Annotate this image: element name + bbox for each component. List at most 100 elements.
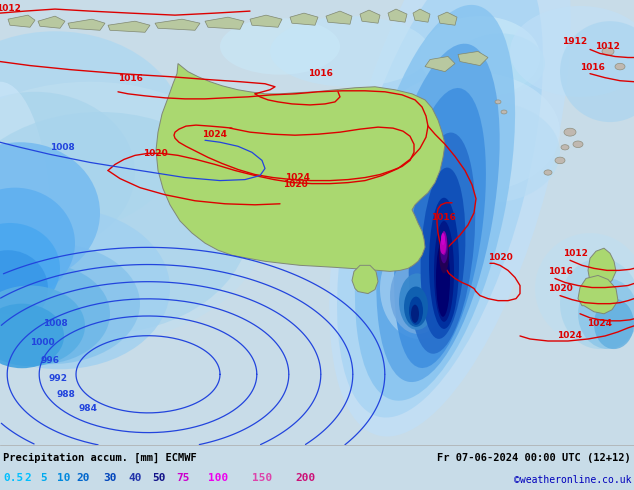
Ellipse shape bbox=[0, 31, 185, 233]
Ellipse shape bbox=[441, 231, 447, 255]
Text: 100: 100 bbox=[208, 473, 228, 483]
Text: 1024: 1024 bbox=[557, 331, 583, 341]
Ellipse shape bbox=[429, 198, 459, 329]
Ellipse shape bbox=[602, 48, 614, 55]
Text: 1020: 1020 bbox=[548, 284, 573, 293]
Polygon shape bbox=[388, 9, 407, 22]
Ellipse shape bbox=[0, 82, 270, 344]
Text: 996: 996 bbox=[41, 356, 60, 365]
Text: 10: 10 bbox=[57, 473, 70, 483]
Polygon shape bbox=[68, 19, 105, 30]
Text: 1024: 1024 bbox=[285, 173, 311, 182]
Ellipse shape bbox=[573, 141, 583, 147]
Ellipse shape bbox=[434, 221, 454, 322]
Text: 1016: 1016 bbox=[430, 214, 455, 222]
Polygon shape bbox=[38, 16, 65, 28]
Ellipse shape bbox=[544, 170, 552, 175]
Ellipse shape bbox=[409, 296, 423, 325]
Ellipse shape bbox=[420, 168, 465, 339]
Text: 1024: 1024 bbox=[202, 130, 228, 139]
Ellipse shape bbox=[535, 233, 634, 344]
Polygon shape bbox=[290, 13, 318, 25]
Text: 2: 2 bbox=[24, 473, 31, 483]
Polygon shape bbox=[326, 11, 352, 24]
Text: 988: 988 bbox=[56, 390, 75, 399]
Ellipse shape bbox=[404, 287, 428, 327]
Ellipse shape bbox=[0, 263, 110, 364]
Ellipse shape bbox=[0, 92, 135, 253]
Ellipse shape bbox=[0, 82, 50, 364]
Polygon shape bbox=[588, 248, 616, 286]
Ellipse shape bbox=[420, 102, 560, 203]
Polygon shape bbox=[205, 17, 244, 29]
Ellipse shape bbox=[501, 110, 507, 114]
Polygon shape bbox=[156, 64, 445, 271]
Text: 50: 50 bbox=[152, 473, 165, 483]
Polygon shape bbox=[250, 15, 282, 27]
Text: 1024: 1024 bbox=[588, 319, 612, 328]
Ellipse shape bbox=[0, 286, 85, 366]
Polygon shape bbox=[108, 21, 150, 32]
Ellipse shape bbox=[411, 305, 419, 323]
Text: 40: 40 bbox=[128, 473, 141, 483]
Text: 1020: 1020 bbox=[488, 253, 512, 262]
Ellipse shape bbox=[390, 257, 446, 334]
Text: 200: 200 bbox=[295, 473, 315, 483]
Text: 1016: 1016 bbox=[579, 63, 604, 72]
Ellipse shape bbox=[329, 0, 571, 437]
Ellipse shape bbox=[0, 142, 100, 284]
Ellipse shape bbox=[0, 208, 170, 369]
Text: 0.5: 0.5 bbox=[3, 473, 23, 483]
Ellipse shape bbox=[377, 44, 500, 382]
Ellipse shape bbox=[220, 18, 340, 74]
Ellipse shape bbox=[555, 157, 565, 164]
Ellipse shape bbox=[0, 188, 75, 298]
Polygon shape bbox=[425, 56, 455, 72]
Ellipse shape bbox=[578, 278, 634, 349]
Text: 20: 20 bbox=[76, 473, 89, 483]
Text: 1912: 1912 bbox=[562, 37, 588, 46]
Polygon shape bbox=[155, 19, 200, 30]
Ellipse shape bbox=[355, 5, 515, 401]
Text: 5: 5 bbox=[40, 473, 47, 483]
Text: 150: 150 bbox=[252, 473, 272, 483]
Text: 1016: 1016 bbox=[548, 267, 573, 276]
Polygon shape bbox=[360, 10, 380, 23]
Ellipse shape bbox=[0, 304, 64, 368]
Polygon shape bbox=[438, 12, 457, 25]
Ellipse shape bbox=[615, 63, 625, 70]
Ellipse shape bbox=[399, 273, 435, 330]
Ellipse shape bbox=[495, 100, 501, 104]
Text: 1020: 1020 bbox=[283, 180, 307, 189]
Text: 992: 992 bbox=[48, 374, 67, 383]
Text: 1016: 1016 bbox=[117, 74, 143, 83]
Text: Fr 07-06-2024 00:00 UTC (12+12): Fr 07-06-2024 00:00 UTC (12+12) bbox=[437, 453, 631, 463]
Text: 1008: 1008 bbox=[42, 319, 67, 328]
Ellipse shape bbox=[455, 33, 545, 94]
Text: 1012: 1012 bbox=[595, 42, 619, 51]
Ellipse shape bbox=[270, 16, 430, 87]
Ellipse shape bbox=[440, 238, 446, 254]
Ellipse shape bbox=[594, 298, 634, 349]
Ellipse shape bbox=[441, 233, 445, 245]
Ellipse shape bbox=[436, 240, 450, 317]
Ellipse shape bbox=[420, 16, 540, 97]
Ellipse shape bbox=[0, 243, 140, 364]
Polygon shape bbox=[413, 9, 430, 22]
Text: 1008: 1008 bbox=[49, 143, 74, 152]
Ellipse shape bbox=[561, 145, 569, 150]
Text: ©weatheronline.co.uk: ©weatheronline.co.uk bbox=[514, 475, 631, 485]
Ellipse shape bbox=[510, 6, 634, 97]
Text: 1012: 1012 bbox=[562, 249, 588, 258]
Ellipse shape bbox=[394, 88, 486, 368]
Text: Precipitation accum. [mm] ECMWF: Precipitation accum. [mm] ECMWF bbox=[3, 453, 197, 463]
Ellipse shape bbox=[409, 133, 476, 354]
Ellipse shape bbox=[0, 112, 250, 334]
Text: 1000: 1000 bbox=[30, 338, 55, 346]
Ellipse shape bbox=[380, 72, 560, 193]
Ellipse shape bbox=[560, 258, 634, 349]
Ellipse shape bbox=[564, 128, 576, 136]
Polygon shape bbox=[578, 275, 618, 314]
Ellipse shape bbox=[440, 233, 448, 263]
Text: 1012: 1012 bbox=[0, 3, 20, 13]
